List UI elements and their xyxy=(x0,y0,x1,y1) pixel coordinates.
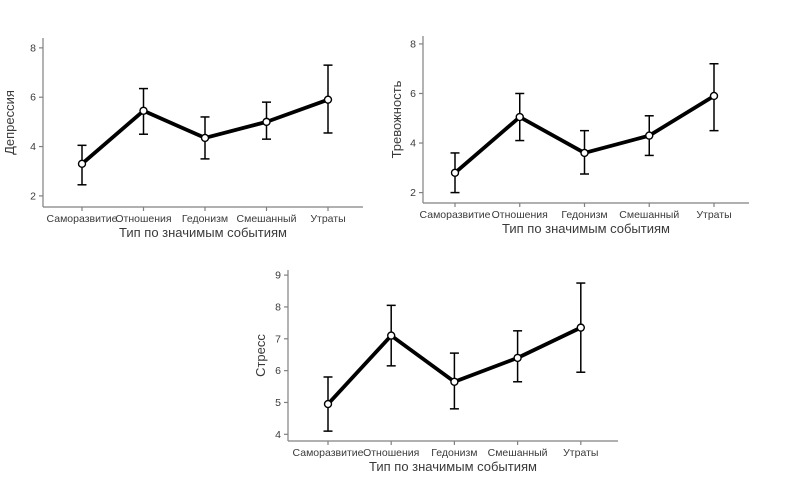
x-axis-title: Тип по значимым событиям xyxy=(119,225,287,240)
y-tick-label: 8 xyxy=(275,301,281,313)
data-point-marker xyxy=(515,112,524,122)
x-tick-label: Смешанный xyxy=(488,447,548,459)
y-axis-title: Стресс xyxy=(253,334,268,377)
y-tick-label: 6 xyxy=(410,88,416,100)
y-tick-label: 4 xyxy=(275,429,281,441)
x-tick-label: Утраты xyxy=(563,447,598,459)
y-tick-label: 4 xyxy=(410,138,416,150)
x-tick-label: Гедонизм xyxy=(561,209,607,221)
chart-stress: 4 5 6 7 8 9 Саморазвитие Отношения Гедонизм Смеша… xyxy=(200,240,630,481)
data-point-marker xyxy=(450,377,459,386)
x-tick-label: Отношения xyxy=(492,209,548,221)
data-point-marker xyxy=(323,399,333,409)
x-tick-label: Саморазвитие xyxy=(420,209,491,221)
x-tick-label: Гедонизм xyxy=(431,447,477,459)
data-point-marker xyxy=(645,131,654,140)
y-tick-label: 6 xyxy=(275,365,281,377)
y-tick-label: 7 xyxy=(275,333,281,345)
y-tick-label: 4 xyxy=(30,141,36,153)
chart-anxiety: 2 4 6 8 Саморазвитие Отношения Гедонизм Смешанн… xyxy=(385,0,806,245)
x-axis-title: Тип по значимым событиям xyxy=(369,459,537,474)
data-point-marker xyxy=(450,168,460,177)
data-point-marker xyxy=(262,117,271,127)
y-tick-label: 2 xyxy=(30,190,36,202)
x-tick-label: Отношения xyxy=(363,447,419,459)
x-tick-label: Отношения xyxy=(115,213,171,225)
data-point-marker xyxy=(200,133,210,143)
chart-stress-plot: 4 5 6 7 8 9 Саморазвитие Отношения Гедонизм Смеша… xyxy=(253,270,618,474)
y-axis-title: Депрессия xyxy=(2,90,17,155)
chart-depression: 2 4 6 8 Саморазвитие Отношения Гедонизм Смешанн… xyxy=(0,0,403,245)
x-tick-label: Гедонизм xyxy=(182,213,228,225)
y-tick-label: 6 xyxy=(30,92,36,104)
y-axis-title: Тревожность xyxy=(389,80,404,158)
y-tick-label: 8 xyxy=(30,42,36,54)
y-tick-label: 9 xyxy=(275,270,281,282)
data-point-marker xyxy=(139,106,148,115)
x-tick-label: Утраты xyxy=(696,209,731,221)
data-point-marker xyxy=(386,331,396,340)
data-point-marker xyxy=(323,95,333,104)
data-point-marker xyxy=(576,323,585,332)
y-tick-label: 5 xyxy=(275,397,281,409)
data-point-marker xyxy=(580,148,589,158)
x-axis-title: Тип по значимым событиям xyxy=(502,221,670,236)
x-tick-label: Смешанный xyxy=(619,209,679,221)
x-tick-label: Саморазвитие xyxy=(47,213,118,225)
data-point-marker xyxy=(77,159,87,169)
x-tick-label: Смешанный xyxy=(237,213,297,225)
chart-anxiety-plot: 2 4 6 8 Саморазвитие Отношения Гедонизм Смешанн… xyxy=(389,36,749,236)
x-tick-label: Утраты xyxy=(310,213,345,225)
y-tick-label: 2 xyxy=(410,187,416,199)
data-point-marker xyxy=(513,353,522,363)
y-tick-label: 8 xyxy=(410,38,416,50)
data-point-marker xyxy=(709,91,719,101)
x-tick-label: Саморазвитие xyxy=(293,447,364,459)
